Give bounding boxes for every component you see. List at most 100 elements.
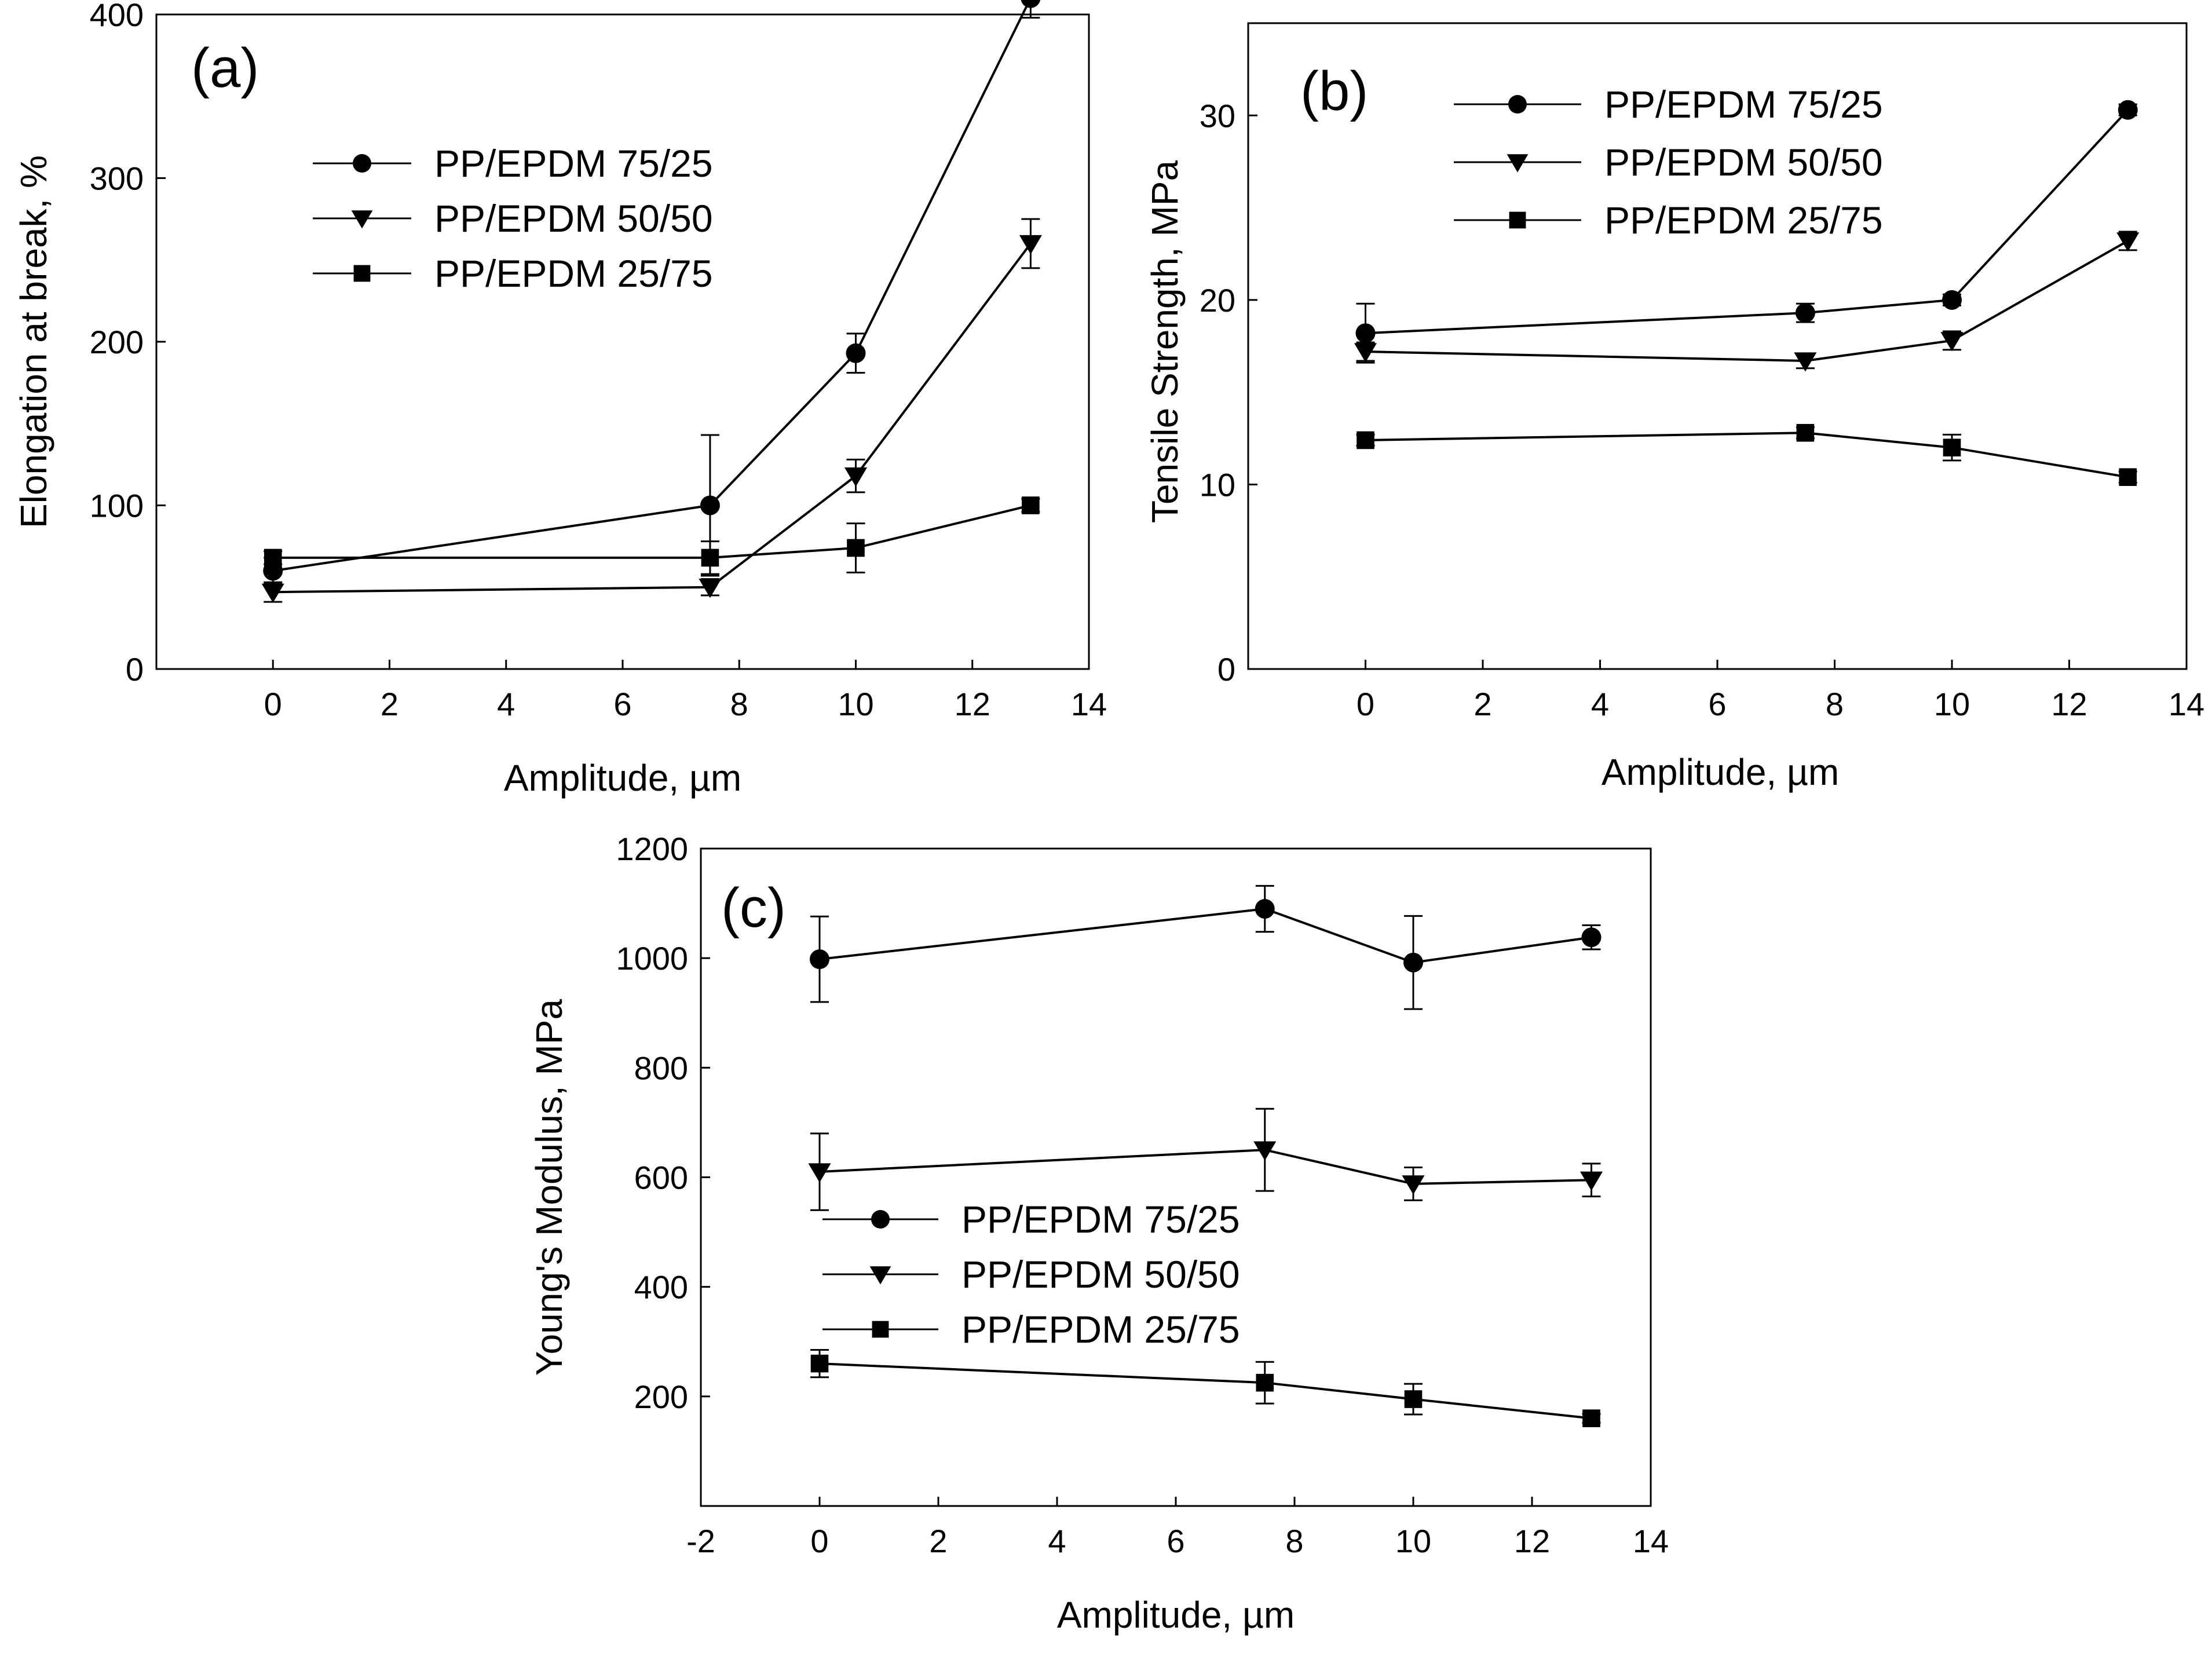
panel-a-x-ticks: 0 2 4 6 8 10 12 14 [264, 660, 1107, 722]
panel-b-x-tick-label: 10 [1934, 686, 1970, 722]
panel-b-y-tick-label: 20 [1200, 282, 1235, 319]
panel-b-y-tick-label: 10 [1200, 466, 1235, 503]
panel-c-series-2 [808, 1107, 1603, 1211]
panel-c-legend-marker [869, 1266, 891, 1285]
panel-a: (a) Amplitude, µm Elongation at break, %… [13, 0, 1107, 799]
panel-b-legend-label: PP/EPDM 75/25 [1604, 83, 1883, 126]
panel-c-series-1-point [810, 949, 829, 970]
panel-a-x-tick-label: 2 [381, 686, 398, 722]
panel-b-legend-item-2: PP/EPDM 50/50 [1454, 141, 1883, 184]
panel-b-series-2-point [2116, 232, 2140, 252]
panel-c-y-tick-label: 1000 [616, 940, 688, 977]
panel-a-legend-marker [351, 210, 373, 229]
panel-c-series-1-point [1581, 927, 1602, 948]
panel-c-y-tick-label: 800 [634, 1050, 688, 1086]
panel-b-label: (b) [1300, 60, 1368, 122]
panel-b-legend-label: PP/EPDM 25/75 [1604, 199, 1883, 242]
panel-b-series-1-point [1942, 290, 1962, 310]
panel-a-x-tick-label: 0 [264, 686, 282, 722]
panel-c-legend: PP/EPDM 75/25 PP/EPDM 50/50 PP/EPDM 25/75 [822, 1198, 1240, 1351]
panel-a-y-tick-label: 0 [126, 651, 144, 688]
panel-c-x-tick-label: 2 [929, 1523, 947, 1559]
panel-b-y-tick-label: 30 [1200, 97, 1235, 134]
panel-c-x-tick-label: 4 [1048, 1523, 1066, 1559]
panel-c-y-tick-label: 1200 [616, 831, 688, 867]
panel-b-series-3-point [2119, 468, 2137, 486]
panel-c-series-3-point [1582, 1409, 1600, 1427]
panel-b-legend-item-3: PP/EPDM 25/75 [1454, 199, 1883, 242]
panel-a-x-tick-label: 14 [1071, 686, 1107, 722]
panel-b-x-tick-label: 2 [1474, 686, 1491, 722]
panel-c-series-1 [810, 884, 1602, 1010]
panel-b-x-tick-label: 4 [1591, 686, 1609, 722]
panel-c-series-1-point [1403, 952, 1423, 973]
panel-a-series-3-line [273, 504, 1031, 559]
panel-c-x-tick-label: -2 [686, 1523, 715, 1559]
panel-c-series-2-point [1580, 1171, 1603, 1191]
panel-b-x-tick-label: 6 [1708, 686, 1726, 722]
panel-c-legend-item-2: PP/EPDM 50/50 [822, 1253, 1240, 1296]
panel-b-series-1-point [2118, 100, 2138, 120]
panel-c-x-tick-label: 14 [1633, 1523, 1669, 1559]
panel-a-y-axis-label: Elongation at break, % [13, 155, 54, 528]
panel-a-series-2-point [1019, 235, 1042, 255]
panel-b-series-2 [1354, 231, 2140, 372]
panel-b-series-1-line [1365, 109, 2129, 335]
panel-c-series-3-line [819, 1362, 1592, 1420]
panel-a-y-tick-label: 100 [90, 488, 144, 524]
panel-a-legend-label: PP/EPDM 75/25 [434, 142, 713, 185]
panel-a-x-tick-label: 4 [497, 686, 515, 722]
panel-c-legend-label: PP/EPDM 75/25 [961, 1198, 1240, 1241]
panel-a-series-3 [264, 496, 1040, 575]
panel-b-y-axis-label: Tensile Strength, MPa [1144, 160, 1186, 524]
panel-a-series-1-point [700, 495, 720, 516]
panel-c-series-2-point [808, 1163, 831, 1183]
panel-b-series-3-point [1796, 423, 1815, 442]
panel-b-series-3-point [1943, 438, 1961, 457]
panel-c-series-3-point [1404, 1390, 1423, 1408]
panel-c-y-tick-label: 600 [634, 1160, 688, 1196]
panel-b-y-ticks: 0 10 20 30 [1200, 97, 1257, 688]
panel-b-series-3-line [1365, 432, 2129, 478]
panel-a-series-1 [263, 0, 1041, 585]
panel-a-y-tick-label: 200 [90, 324, 144, 360]
panel-a-legend-marker [353, 265, 371, 282]
panel-a-legend: PP/EPDM 75/25 PP/EPDM 50/50 PP/EPDM 25/75 [313, 142, 713, 295]
panel-b-series-1-point [1355, 323, 1376, 343]
panel-a-series-1-line [272, 0, 1032, 572]
panel-a-legend-marker [353, 154, 371, 173]
panel-b-legend-marker [1508, 95, 1527, 114]
panel-b-series-2-point [1354, 343, 1377, 363]
panel-c-legend-item-1: PP/EPDM 75/25 [822, 1198, 1240, 1241]
panel-b-x-tick-label: 14 [2169, 686, 2204, 722]
panel-b-series-1-point [1795, 303, 1815, 323]
panel-b-series [1354, 100, 2140, 486]
panel-a-series-3-point [847, 539, 865, 557]
panel-c-x-tick-label: 8 [1285, 1523, 1303, 1559]
panel-c-y-tick-label: 400 [634, 1269, 688, 1306]
panel-c-x-tick-label: 12 [1514, 1523, 1550, 1559]
panel-b-legend-marker [1507, 154, 1529, 173]
panel-b-series-2-point [1940, 332, 1964, 352]
panel-a-series-3-point [1022, 496, 1040, 514]
panel-a-label: (a) [191, 37, 259, 99]
panel-a-y-tick-label: 400 [90, 0, 144, 33]
panel-a-legend-item-1: PP/EPDM 75/25 [313, 142, 713, 185]
panel-b-y-tick-label: 0 [1217, 651, 1235, 688]
panel-c-legend-marker [871, 1210, 890, 1229]
panel-b-x-tick-label: 0 [1357, 686, 1374, 722]
panel-a-x-tick-label: 6 [613, 686, 631, 722]
panel-b-x-tick-label: 8 [1826, 686, 1844, 722]
panel-a-y-tick-label: 300 [90, 160, 144, 197]
panel-c-x-tick-label: 0 [810, 1523, 828, 1559]
panel-a-legend-item-3: PP/EPDM 25/75 [313, 252, 713, 295]
panel-a-series-2 [261, 218, 1042, 603]
panel-b-legend-marker [1509, 211, 1526, 229]
panel-b-series-2-point [1794, 352, 1817, 372]
panel-a-series-3-point [264, 549, 282, 567]
panel-a-series-2-line [273, 243, 1032, 594]
panel-c-y-axis-label: Young's Modulus, MPa [528, 999, 570, 1376]
panel-c-legend-label: PP/EPDM 50/50 [961, 1253, 1240, 1296]
panel-c-series-2-point [1253, 1141, 1277, 1161]
